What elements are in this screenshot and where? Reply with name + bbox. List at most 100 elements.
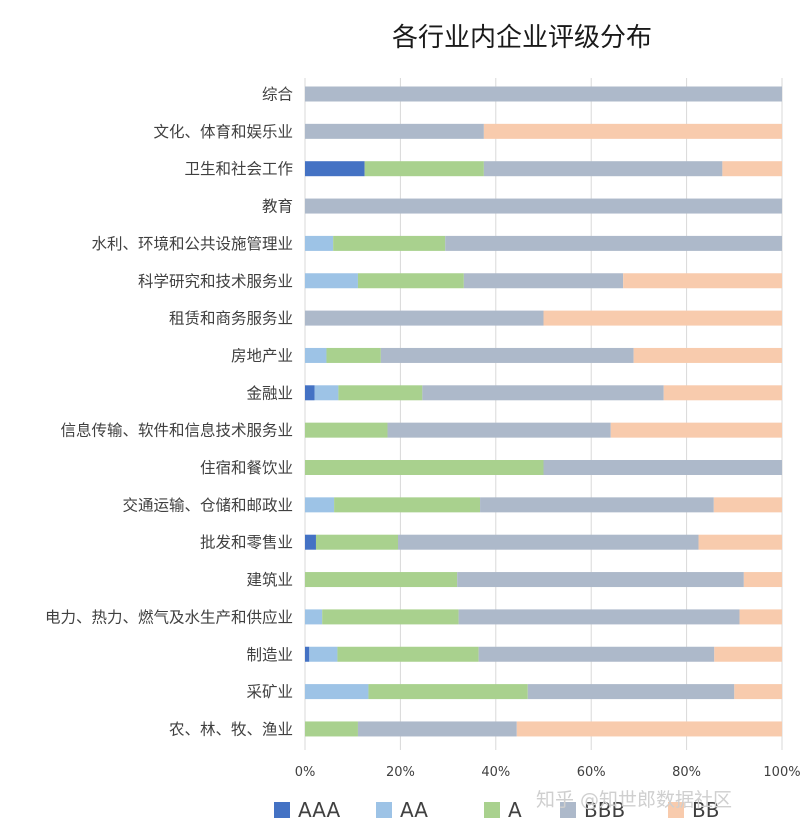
- bar-segment-bb: [739, 609, 782, 625]
- category-label: 农、林、牧、渔业: [169, 720, 293, 738]
- bar-segment-bb: [483, 123, 782, 139]
- bar-segment-bbb: [305, 310, 544, 326]
- category-labels: 综合文化、体育和娱乐业卫生和社会工作教育水利、环境和公共设施管理业科学研究和技术…: [45, 86, 294, 739]
- bar-segment-a: [334, 497, 481, 513]
- bar-segment-bb: [713, 497, 782, 513]
- x-tick-label: 80%: [672, 765, 701, 780]
- category-label: 信息传输、软件和信息技术服务业: [60, 422, 293, 440]
- bar-segment-bb: [623, 273, 782, 289]
- x-tick-label: 60%: [577, 765, 606, 780]
- bar-segment-a: [305, 422, 388, 438]
- bar-segment-aa: [305, 273, 358, 289]
- bar-segment-bbb: [478, 646, 715, 662]
- bar-segment-a: [326, 347, 381, 363]
- x-tick-label: 100%: [763, 765, 800, 780]
- bar-segment-bbb: [458, 609, 740, 625]
- category-label: 文化、体育和娱乐业: [153, 123, 293, 141]
- x-tick-label: 0%: [295, 765, 316, 780]
- gridlines: [304, 78, 783, 750]
- legend-label-a: A: [508, 798, 522, 822]
- bar-segment-aa: [305, 497, 335, 513]
- bar-segment-bbb: [357, 721, 517, 737]
- bar-segment-bbb: [543, 460, 782, 475]
- bar-segment-aa: [305, 347, 327, 363]
- bar-segment-bb: [734, 684, 782, 700]
- category-label: 批发和零售业: [200, 534, 293, 552]
- bar-segment-a: [337, 646, 479, 662]
- category-label: 电力、热力、燃气及水生产和供应业: [45, 607, 293, 626]
- x-tick-label: 40%: [481, 765, 510, 780]
- bar-segment-aaa: [305, 385, 315, 401]
- bars: [305, 86, 782, 737]
- bar-segment-bb: [722, 161, 782, 177]
- category-label: 租赁和商务服务业: [169, 310, 293, 328]
- bar-segment-bbb: [480, 497, 714, 513]
- legend-swatch-bbb: [560, 802, 576, 818]
- watermark: 知乎 @知世郎数据社区: [536, 789, 732, 811]
- bar-segment-aaa: [305, 646, 310, 662]
- bar-segment-bbb: [483, 161, 723, 177]
- bar-segment-bb: [663, 385, 782, 401]
- bar-segment-bb: [610, 422, 782, 438]
- bar-segment-aa: [314, 385, 339, 401]
- bar-segment-bb: [714, 646, 782, 662]
- bar-segment-bbb: [445, 235, 782, 251]
- bar-segment-aaa: [305, 161, 365, 177]
- bar-segment-bb: [633, 347, 782, 363]
- category-label: 科学研究和技术服务业: [138, 272, 293, 290]
- bar-segment-aa: [305, 684, 369, 700]
- bar-segment-aa: [309, 646, 338, 662]
- category-label: 建筑业: [246, 571, 293, 589]
- category-label: 采矿业: [246, 683, 293, 701]
- bar-segment-aa: [305, 235, 334, 251]
- bar-segment-bbb: [398, 534, 699, 550]
- legend: AAA AA A BBB BB: [274, 798, 719, 822]
- bar-segment-bbb: [380, 347, 634, 363]
- bar-segment-bbb: [305, 123, 484, 139]
- chart-title: 各行业内企业评级分布: [392, 23, 652, 53]
- category-label: 水利、环境和公共设施管理业: [91, 234, 293, 253]
- bar-segment-bb: [516, 721, 782, 737]
- bar-segment-a: [333, 235, 446, 251]
- bar-segment-a: [338, 385, 423, 401]
- bar-segment-bbb: [463, 273, 624, 289]
- category-label: 交通运输、仓储和邮政业: [122, 496, 293, 514]
- legend-swatch-aa: [376, 802, 392, 818]
- legend-label-bb: BB: [692, 798, 719, 822]
- legend-swatch-a: [484, 802, 500, 818]
- category-label: 综合: [262, 86, 294, 104]
- bar-segment-aaa: [305, 534, 316, 550]
- bar-segment-bbb: [305, 86, 782, 102]
- bar-segment-a: [315, 534, 399, 550]
- bar-segment-a: [364, 161, 484, 177]
- bar-segment-bbb: [457, 572, 744, 588]
- bar-segment-bb: [543, 310, 782, 326]
- legend-swatch-aaa: [274, 802, 290, 818]
- x-tick-label: 20%: [386, 765, 415, 780]
- bar-segment-a: [368, 684, 528, 700]
- category-label: 制造业: [246, 646, 293, 664]
- category-label: 金融业: [246, 384, 293, 402]
- bar-segment-a: [357, 273, 464, 289]
- x-tick-labels: 0% 20% 40% 60% 80% 100%: [295, 765, 800, 780]
- bar-segment-a: [305, 460, 544, 475]
- bar-segment-bbb: [527, 684, 735, 700]
- bar-segment-bbb: [422, 385, 664, 401]
- category-label: 住宿和餐饮业: [200, 459, 293, 477]
- legend-label-aaa: AAA: [298, 798, 340, 822]
- category-label: 卫生和社会工作: [184, 160, 293, 178]
- bar-segment-bb: [743, 572, 782, 588]
- category-label: 房地产业: [231, 347, 293, 365]
- category-label: 教育: [262, 198, 293, 216]
- bar-segment-a: [305, 572, 458, 588]
- bar-segment-a: [305, 721, 358, 737]
- bar-segment-a: [322, 609, 459, 625]
- legend-label-bbb: BBB: [584, 798, 625, 822]
- bar-segment-bbb: [305, 198, 782, 214]
- bar-segment-aa: [305, 609, 323, 625]
- legend-label-aa: AA: [400, 798, 428, 822]
- bar-segment-bbb: [387, 422, 611, 438]
- legend-swatch-bb: [668, 802, 684, 818]
- bar-segment-bb: [698, 534, 782, 550]
